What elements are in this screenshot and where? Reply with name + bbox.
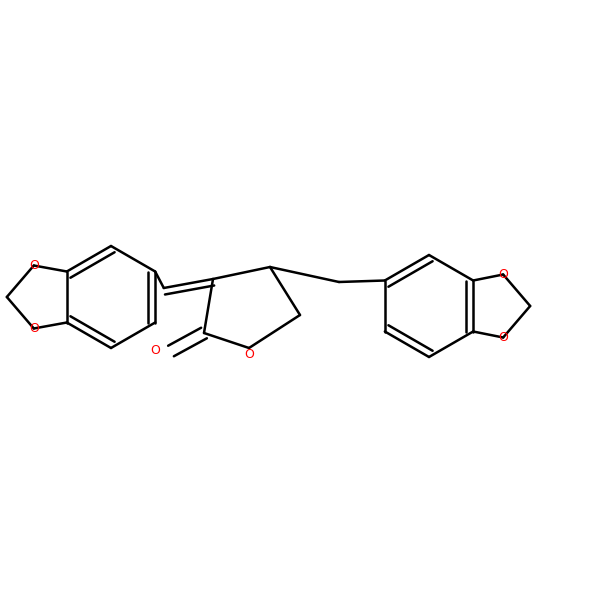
Text: O: O — [151, 344, 160, 358]
Text: O: O — [244, 348, 254, 361]
Text: O: O — [29, 322, 39, 335]
Text: O: O — [498, 268, 508, 281]
Text: O: O — [498, 331, 508, 344]
Text: O: O — [29, 259, 39, 272]
